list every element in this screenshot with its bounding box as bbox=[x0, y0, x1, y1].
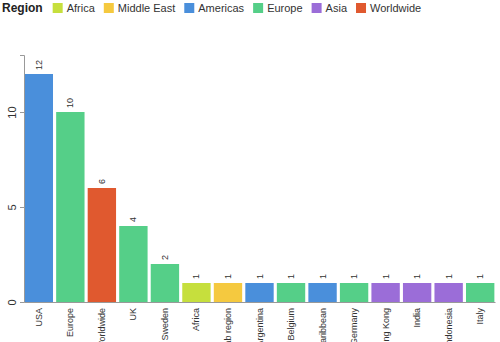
data-label: 2 bbox=[160, 255, 170, 260]
bar bbox=[308, 283, 336, 302]
x-tick-label: Arab region bbox=[223, 308, 233, 342]
bar bbox=[119, 226, 147, 302]
data-label: 1 bbox=[255, 274, 265, 279]
data-label: 1 bbox=[349, 274, 359, 279]
x-tick-label: Worldwide bbox=[97, 308, 107, 342]
legend-label: Africa bbox=[67, 2, 96, 14]
data-label: 1 bbox=[318, 274, 328, 279]
data-label: 1 bbox=[475, 274, 485, 279]
x-tick: Hong Kong bbox=[381, 302, 391, 342]
y-tick-mark bbox=[20, 207, 24, 208]
x-tick: Belgium bbox=[286, 302, 296, 341]
bar bbox=[245, 283, 273, 302]
bars bbox=[25, 74, 495, 302]
data-labels: 12 10 6 4 2 1 1 1 1 1 1 1 1 1 1 bbox=[34, 60, 485, 279]
data-label: 1 bbox=[381, 274, 391, 279]
y-tick: 10 bbox=[6, 106, 24, 118]
x-tick: Caribbean bbox=[318, 302, 328, 342]
bar bbox=[25, 74, 53, 302]
bar bbox=[277, 283, 305, 302]
x-axis-line bbox=[25, 302, 496, 303]
y-tick-label: 0 bbox=[6, 299, 18, 305]
x-tick-label: UK bbox=[128, 308, 138, 321]
bar bbox=[403, 283, 431, 302]
x-tick-label: Belgium bbox=[286, 308, 296, 341]
legend-label: Worldwide bbox=[370, 2, 421, 14]
x-tick: Africa bbox=[191, 302, 201, 331]
data-label: 10 bbox=[65, 98, 75, 108]
y-tick-mark bbox=[20, 112, 24, 113]
y-axis-line bbox=[20, 56, 25, 303]
bar bbox=[340, 283, 368, 302]
legend-label: Middle East bbox=[118, 2, 175, 14]
x-tick-label: Italy bbox=[475, 308, 485, 325]
legend-swatch bbox=[253, 3, 263, 13]
bar bbox=[214, 283, 242, 302]
legend-label: Americas bbox=[198, 2, 244, 14]
x-tick: Germany bbox=[349, 302, 359, 342]
chart: Region Africa Middle East Americas Europe Asi… bbox=[0, 0, 500, 342]
x-tick: Italy bbox=[475, 302, 485, 325]
legend-swatch bbox=[104, 3, 114, 13]
data-label: 4 bbox=[128, 217, 138, 222]
legend-title: Region bbox=[2, 1, 43, 15]
bar bbox=[151, 264, 179, 302]
legend-swatch bbox=[184, 3, 194, 13]
data-label: 6 bbox=[97, 179, 107, 184]
bar bbox=[434, 283, 462, 302]
legend-swatch bbox=[53, 3, 63, 13]
x-tick: USA bbox=[34, 302, 44, 327]
bar bbox=[371, 283, 399, 302]
x-tick: Indonesia bbox=[444, 302, 454, 342]
x-tick-label: USA bbox=[34, 308, 44, 327]
data-label: 1 bbox=[223, 274, 233, 279]
x-tick-label: Indonesia bbox=[444, 308, 454, 342]
y-tick-label: 5 bbox=[6, 204, 18, 210]
legend-label: Asia bbox=[326, 2, 348, 14]
y-axis: 0 5 10 bbox=[6, 56, 25, 306]
bar bbox=[182, 283, 210, 302]
x-tick-label: Europe bbox=[65, 308, 75, 337]
x-tick-label: Caribbean bbox=[318, 308, 328, 342]
bar bbox=[56, 112, 84, 302]
y-tick-mark bbox=[20, 302, 24, 303]
x-tick: UK bbox=[128, 302, 138, 321]
x-tick-label: Sweden bbox=[160, 308, 170, 341]
y-tick: 5 bbox=[6, 204, 24, 210]
legend-swatch bbox=[356, 3, 366, 13]
legend-label: Europe bbox=[267, 2, 302, 14]
x-tick-label: Africa bbox=[191, 308, 201, 331]
x-tick-label: Argentina bbox=[255, 308, 265, 342]
y-tick: 0 bbox=[6, 299, 24, 305]
y-tick-label: 10 bbox=[6, 106, 18, 118]
data-label: 1 bbox=[444, 274, 454, 279]
legend-swatch bbox=[312, 3, 322, 13]
x-tick: Sweden bbox=[160, 302, 170, 341]
x-axis: USA Europe Worldwide UK Sweden Africa Arab reg… bbox=[25, 302, 496, 342]
x-tick: Worldwide bbox=[97, 302, 107, 342]
x-tick: India bbox=[412, 302, 422, 328]
data-label: 1 bbox=[412, 274, 422, 279]
data-label: 1 bbox=[286, 274, 296, 279]
data-label: 12 bbox=[34, 60, 44, 70]
bar bbox=[88, 188, 116, 302]
x-tick: Argentina bbox=[255, 302, 265, 342]
x-tick-label: Hong Kong bbox=[381, 308, 391, 342]
x-tick: Arab region bbox=[223, 302, 233, 342]
x-tick-label: India bbox=[412, 308, 422, 328]
x-tick-label: Germany bbox=[349, 308, 359, 342]
x-tick: Europe bbox=[65, 302, 75, 337]
legend: Region Africa Middle East Americas Europe Asi… bbox=[2, 1, 421, 15]
bar bbox=[466, 283, 494, 302]
data-label: 1 bbox=[191, 274, 201, 279]
